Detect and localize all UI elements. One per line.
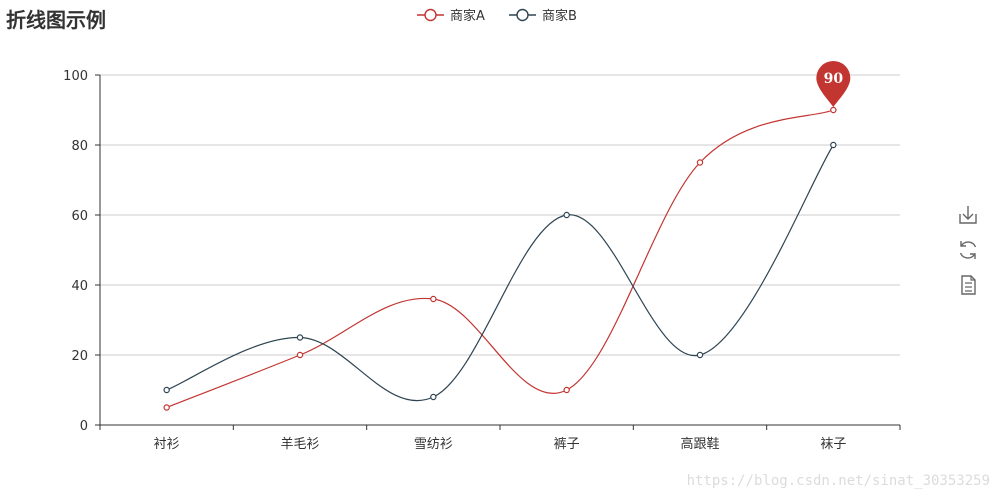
save-as-image-icon[interactable] bbox=[958, 205, 978, 225]
legend-item-a[interactable]: 商家A bbox=[417, 8, 485, 24]
data-point[interactable] bbox=[696, 351, 704, 359]
restore-icon[interactable] bbox=[958, 240, 978, 260]
y-tick-label: 80 bbox=[71, 139, 88, 154]
y-tick-label: 20 bbox=[71, 349, 88, 364]
x-tick-label: 衬衫 bbox=[154, 437, 180, 452]
legend-label: 商家A bbox=[450, 8, 485, 24]
data-point[interactable] bbox=[696, 159, 704, 166]
grid-lines bbox=[100, 74, 900, 356]
mark-point: 90 bbox=[816, 61, 851, 107]
y-tick-label: 100 bbox=[63, 69, 88, 84]
series-points bbox=[163, 106, 837, 411]
mark-point-pin bbox=[816, 61, 851, 107]
data-view-icon[interactable] bbox=[958, 275, 978, 295]
data-point[interactable] bbox=[296, 351, 304, 359]
data-point[interactable] bbox=[296, 334, 304, 341]
x-tick-label: 裤子 bbox=[554, 437, 580, 452]
data-point[interactable] bbox=[563, 386, 570, 394]
data-point[interactable] bbox=[430, 295, 437, 303]
series-lines bbox=[166, 109, 834, 409]
legend-label: 商家B bbox=[542, 8, 577, 24]
data-point[interactable] bbox=[830, 141, 837, 149]
data-point[interactable] bbox=[830, 106, 837, 114]
legend-item-b[interactable]: 商家B bbox=[509, 8, 577, 24]
legend: 商家A 商家B bbox=[417, 8, 577, 24]
y-tick-label: 60 bbox=[71, 209, 88, 224]
x-tick-label: 袜子 bbox=[820, 437, 846, 452]
toolbox bbox=[958, 205, 978, 295]
y-tick-label: 0 bbox=[80, 419, 88, 434]
legend-swatch-marker bbox=[516, 8, 529, 22]
data-point[interactable] bbox=[163, 404, 170, 411]
data-point[interactable] bbox=[430, 393, 437, 401]
watermark-text: https://blog.csdn.net/sinat_30353259 bbox=[687, 473, 990, 489]
data-point[interactable] bbox=[163, 386, 170, 394]
y-tick-label: 40 bbox=[71, 279, 88, 294]
data-point[interactable] bbox=[563, 211, 570, 219]
chart-title: 折线图示例 bbox=[6, 8, 106, 32]
x-tick-label: 雪纺衫 bbox=[414, 437, 453, 452]
x-tick-label: 羊毛衫 bbox=[280, 436, 319, 452]
x-tick-label: 高跟鞋 bbox=[680, 436, 719, 452]
series-line-a bbox=[166, 109, 834, 409]
legend-swatch-marker bbox=[424, 8, 437, 22]
mark-point-label: 90 bbox=[824, 71, 844, 87]
axes: 0 20 40 60 80 100 衬衫 羊毛衫 雪纺衫 裤子 高跟鞋 袜子 bbox=[63, 69, 901, 452]
series-line-b bbox=[166, 144, 834, 402]
